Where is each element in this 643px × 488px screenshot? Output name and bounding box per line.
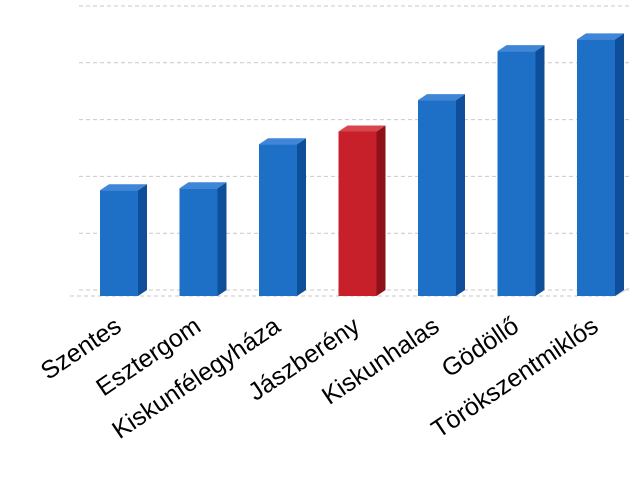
bar-top [338,125,386,132]
bar-side [456,94,465,296]
bar-1 [179,182,227,296]
bar-side [217,182,227,296]
bar-4 [418,94,465,296]
bar-6 [577,33,624,297]
bar-side [138,184,147,296]
bar-side [297,138,306,296]
bar-top [100,184,147,191]
bar-2 [259,138,306,296]
category-labels: SzentesEsztergomKiskunfélegyházaJászberé… [36,311,604,444]
bar-front [100,190,138,296]
bar-front [497,51,536,297]
bar-front [418,100,456,296]
bar-side [615,33,624,297]
bar-front [577,39,615,297]
bar-side [535,45,545,297]
floor-side-edge [614,287,630,297]
bar-top [418,94,465,101]
bar-front [338,131,377,296]
chart-floor [70,287,630,297]
bar-5 [497,45,545,297]
bar-top [259,138,306,145]
bar-front [259,144,297,296]
bar-side [376,125,386,296]
bar-series [100,33,624,297]
bar-top [577,33,624,40]
bar-top [179,182,227,189]
bar-top [497,45,545,52]
bar-front [179,188,218,296]
bar-3 [338,125,386,296]
bar-0 [100,184,147,296]
